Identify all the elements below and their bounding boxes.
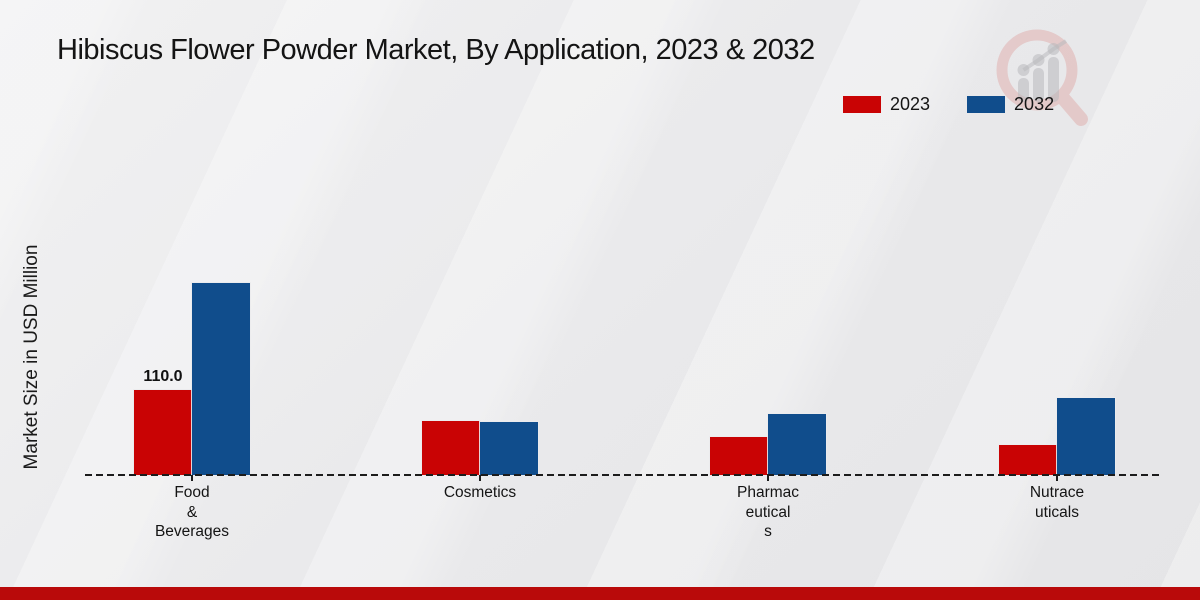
x-axis-tick-pharmaceuticals	[767, 475, 769, 481]
bottom-red-strip	[0, 587, 1200, 600]
x-axis-baseline	[85, 474, 1163, 476]
x-axis-tick-cosmetics	[479, 475, 481, 481]
legend-swatch-2023	[843, 96, 881, 113]
bar-2023-cosmetics	[421, 420, 481, 476]
category-label-nutraceuticals: Nutrace uticals	[1029, 484, 1085, 521]
bar-value-label-food-beverages: 110.0	[143, 368, 183, 385]
bar-2032-cosmetics	[479, 421, 539, 476]
bar-2023-nutraceuticals	[998, 444, 1058, 476]
x-axis-tick-nutraceuticals	[1056, 475, 1058, 481]
legend-label-2032: 2032	[1014, 94, 1055, 114]
legend-label-2023: 2023	[890, 94, 931, 114]
category-label-pharmaceuticals: Pharmac eutical s	[736, 484, 800, 540]
category-label-food-beverages: Food & Beverages	[154, 484, 230, 540]
bar-2023-food-beverages	[133, 389, 193, 476]
x-axis-tick-food-beverages	[191, 475, 193, 481]
magnifier-growth-chart-logo-icon	[996, 29, 1088, 126]
bar-2032-nutraceuticals	[1056, 397, 1116, 476]
legend-swatch-2032	[967, 96, 1006, 113]
bar-2023-pharmaceuticals	[709, 436, 769, 476]
bar-2032-pharmaceuticals	[767, 413, 827, 476]
category-label-cosmetics: Cosmetics	[443, 484, 517, 501]
legend: 2023 2032	[843, 94, 1082, 115]
bar-2032-food-beverages	[191, 282, 251, 476]
chart-title: Hibiscus Flower Powder Market, By Applic…	[57, 34, 815, 66]
